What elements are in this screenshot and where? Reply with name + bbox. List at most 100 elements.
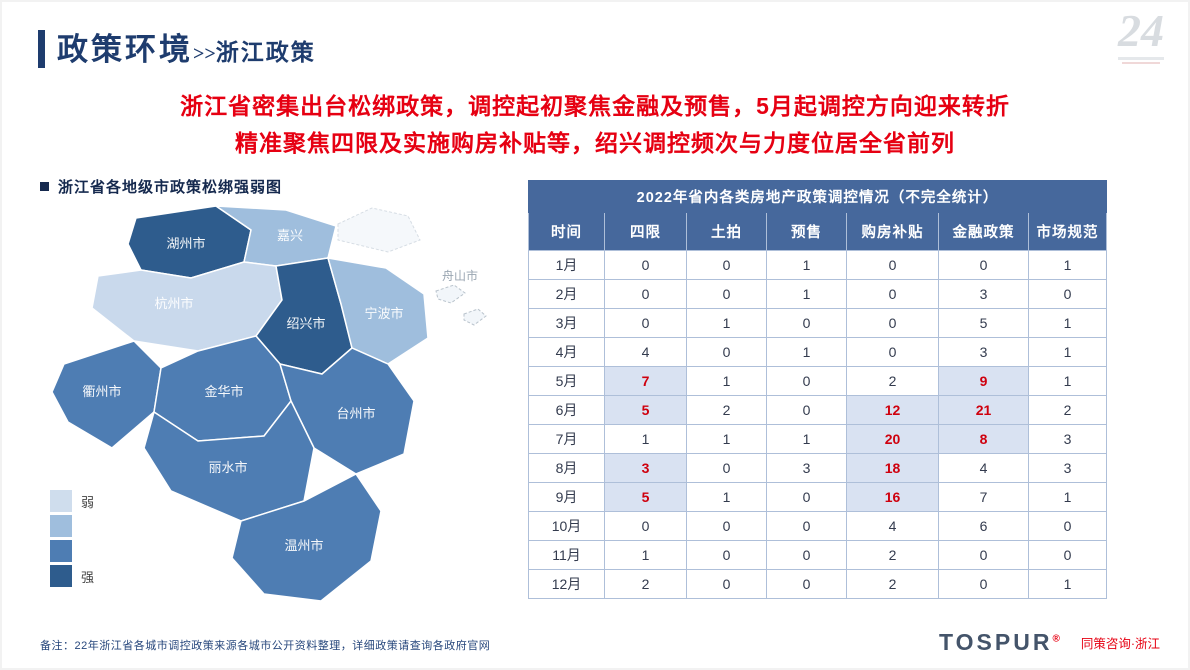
value-cell: 4 xyxy=(604,337,687,367)
table-row: 5月 7 1 0 2 9 1 xyxy=(528,366,1108,396)
map-city-label: 绍兴市 xyxy=(286,316,325,331)
map-city-label: 丽水市 xyxy=(208,460,247,475)
map-city-label: 宁波市 xyxy=(364,306,403,321)
month-cell: 12月 xyxy=(528,569,605,599)
month-cell: 8月 xyxy=(528,453,605,483)
column-header: 购房补贴 xyxy=(846,212,939,251)
policy-table-body: 1月 0 0 1 0 0 1 2月 0 0 1 0 3 0 3月 0 1 0 0 5 1 4月 4 0 1 0 3 1 5月 7 1 0 2 9 1… xyxy=(528,250,1108,599)
title-accent-bar xyxy=(38,30,45,68)
map-region-zhoushan xyxy=(435,284,487,326)
value-cell: 1 xyxy=(686,482,767,512)
value-cell: 4 xyxy=(846,511,939,541)
headline: 浙江省密集出台松绑政策，调控起初聚焦金融及预售，5月起调控方向迎来转折 精准聚焦… xyxy=(0,88,1190,162)
month-cell: 3月 xyxy=(528,308,605,338)
table-row: 2月 0 0 1 0 3 0 xyxy=(528,279,1108,309)
value-cell: 0 xyxy=(686,337,767,367)
table-row: 12月 2 0 0 2 0 1 xyxy=(528,569,1108,599)
watermark-decoration-line-red xyxy=(1122,62,1160,64)
value-cell: 1 xyxy=(766,250,847,280)
month-cell: 1月 xyxy=(528,250,605,280)
map-region-wenzhou xyxy=(231,473,382,602)
month-cell: 6月 xyxy=(528,395,605,425)
value-cell: 0 xyxy=(604,279,687,309)
value-cell: 5 xyxy=(604,482,687,512)
coastline-outline xyxy=(337,207,421,253)
value-cell: 0 xyxy=(766,366,847,396)
month-cell: 9月 xyxy=(528,482,605,512)
column-header: 四限 xyxy=(604,212,687,251)
value-cell: 0 xyxy=(938,540,1029,570)
tospur-brand-text: TOSPUR xyxy=(939,629,1053,655)
month-cell: 11月 xyxy=(528,540,605,570)
map-region-quzhou xyxy=(51,340,162,449)
value-cell: 20 xyxy=(846,424,939,454)
month-cell: 2月 xyxy=(528,279,605,309)
value-cell: 0 xyxy=(604,250,687,280)
column-header: 时间 xyxy=(528,212,605,251)
watermark-number: 24 xyxy=(1118,5,1164,56)
registered-mark: ® xyxy=(1052,633,1063,645)
table-row: 4月 4 0 1 0 3 1 xyxy=(528,337,1108,367)
page-title-separator: >> xyxy=(193,43,216,65)
value-cell: 1 xyxy=(1027,569,1108,599)
map-city-label: 台州市 xyxy=(336,406,375,421)
map-legend: 弱强 xyxy=(50,490,94,590)
value-cell: 0 xyxy=(686,279,767,309)
value-cell: 6 xyxy=(938,511,1029,541)
map-city-label: 金华市 xyxy=(204,384,243,399)
page-title-main: 政策环境 xyxy=(57,32,193,67)
table-title: 2022年省内各类房地产政策调控情况（不完全统计） xyxy=(527,180,1108,213)
map-city-label: 衢州市 xyxy=(82,384,121,399)
table-row: 3月 0 1 0 0 5 1 xyxy=(528,308,1108,338)
value-cell: 1 xyxy=(1027,366,1108,396)
table-row: 10月 0 0 0 4 6 0 xyxy=(528,511,1108,541)
value-cell: 16 xyxy=(846,482,939,512)
value-cell: 12 xyxy=(846,395,939,425)
column-header: 土拍 xyxy=(686,212,767,251)
value-cell: 5 xyxy=(938,308,1029,338)
value-cell: 2 xyxy=(846,540,939,570)
table-row: 6月 5 2 0 12 21 2 xyxy=(528,395,1108,425)
watermark-decoration-line xyxy=(1118,57,1164,60)
map-city-label: 温州市 xyxy=(284,538,323,553)
value-cell: 0 xyxy=(766,569,847,599)
value-cell: 0 xyxy=(1027,511,1108,541)
table-row: 7月 1 1 1 20 8 3 xyxy=(528,424,1108,454)
column-header: 预售 xyxy=(766,212,847,251)
policy-table: 2022年省内各类房地产政策调控情况（不完全统计） 时间 四限 土拍 预售 购房补贴 金融… xyxy=(527,180,1108,599)
logo-subtitle: 同策咨询·浙江 xyxy=(1080,637,1160,651)
value-cell: 1 xyxy=(1027,337,1108,367)
value-cell: 2 xyxy=(686,395,767,425)
value-cell: 7 xyxy=(938,482,1029,512)
value-cell: 0 xyxy=(766,395,847,425)
legend-row xyxy=(50,515,94,537)
value-cell: 1 xyxy=(766,424,847,454)
month-cell: 10月 xyxy=(528,511,605,541)
value-cell: 18 xyxy=(846,453,939,483)
month-cell: 7月 xyxy=(528,424,605,454)
legend-swatch xyxy=(50,540,72,562)
value-cell: 0 xyxy=(846,308,939,338)
value-cell: 3 xyxy=(938,337,1029,367)
value-cell: 0 xyxy=(604,511,687,541)
value-cell: 3 xyxy=(604,453,687,483)
value-cell: 3 xyxy=(766,453,847,483)
tospur-logo: TOSPUR® xyxy=(939,631,1063,654)
value-cell: 1 xyxy=(604,424,687,454)
value-cell: 1 xyxy=(1027,308,1108,338)
map-region-lishui xyxy=(143,399,315,522)
page-title-sub: 浙江政策 xyxy=(215,40,316,65)
value-cell: 1 xyxy=(766,337,847,367)
value-cell: 8 xyxy=(938,424,1029,454)
value-cell: 0 xyxy=(686,250,767,280)
anniversary-watermark: 24 xyxy=(1118,8,1164,64)
legend-swatch xyxy=(50,515,72,537)
value-cell: 1 xyxy=(766,279,847,309)
value-cell: 2 xyxy=(846,366,939,396)
value-cell: 0 xyxy=(846,337,939,367)
legend-row: 强 xyxy=(50,565,94,587)
value-cell: 9 xyxy=(938,366,1029,396)
value-cell: 0 xyxy=(686,569,767,599)
